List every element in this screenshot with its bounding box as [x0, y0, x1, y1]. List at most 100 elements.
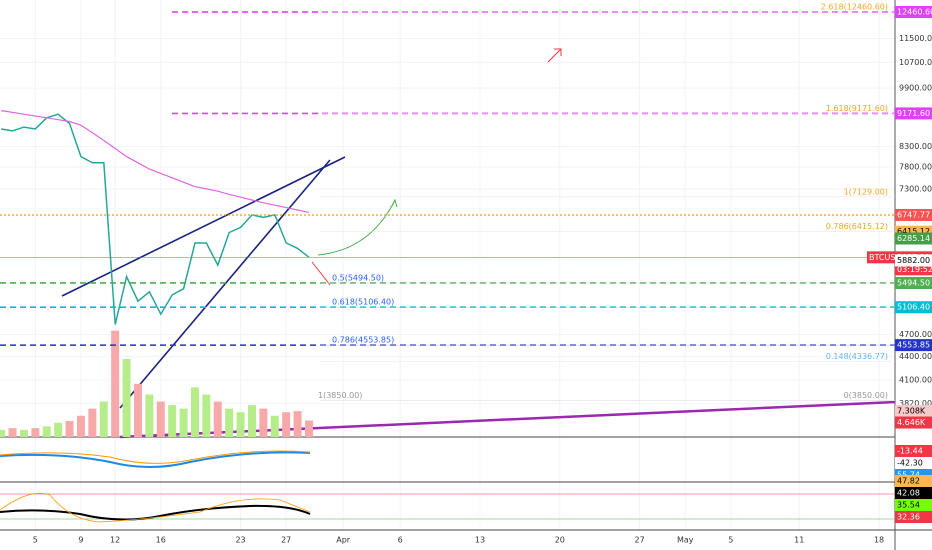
arrow-head: [391, 198, 398, 208]
macd-tag: -42.30: [897, 459, 923, 468]
price-tag-bg: [895, 208, 932, 221]
price-tag-bg: [895, 301, 932, 314]
x-tick-label: May: [677, 536, 694, 545]
series-line: [1, 110, 310, 213]
x-tick-label: 16: [156, 536, 166, 545]
volume-bar: [31, 428, 40, 437]
price-tag-bg: [895, 107, 932, 120]
price-tag: 6415.12: [897, 227, 930, 236]
volume-tag: 7.308K: [897, 407, 926, 416]
x-tick-label: 18: [874, 536, 884, 545]
fib-label: 0.786(6415.12): [826, 222, 888, 231]
volume-bar: [293, 411, 302, 437]
volume-bar: [133, 383, 142, 437]
signal-line: [0, 450, 311, 464]
fib-label: 1(3850.00): [318, 391, 362, 400]
price-tag: 12460.60: [897, 7, 932, 16]
price-tag: 5106.40: [897, 303, 930, 312]
x-tick-label: 6: [398, 536, 403, 545]
fib-label: 0(3850.00): [844, 391, 888, 400]
volume-tag-bg: [895, 416, 932, 429]
volume-bar: [19, 429, 28, 437]
volume-bar: [259, 408, 268, 437]
x-tick-label: 5: [33, 536, 38, 545]
x-tick-label: 27: [281, 536, 291, 545]
x-tick-label: 27: [635, 536, 645, 545]
macd-tag: -13.44: [897, 447, 923, 456]
volume-tag: 4.646K: [897, 418, 926, 427]
price-tag: 6285.14: [897, 234, 930, 243]
volume-bar: [122, 359, 131, 437]
volume-bar: [168, 405, 177, 437]
price-tag: 5494.50: [897, 278, 930, 287]
fib-label: 0.786(4553.85): [332, 336, 394, 345]
y-tick-label: 11500.00: [899, 34, 932, 43]
y-tick-label: 9900.00: [899, 84, 932, 93]
x-tick-label: 23: [235, 536, 245, 545]
macd-tag-bg: [895, 457, 932, 469]
trend-line: [119, 159, 331, 409]
arrow-icon: [547, 48, 562, 63]
volume-bar: [54, 422, 63, 437]
volume-bar: [304, 420, 313, 437]
trend-line: [61, 156, 346, 297]
rsi-tag-bg: [895, 475, 932, 487]
volume-bar: [42, 426, 51, 437]
fib-label: 0.148(4336.77): [826, 352, 888, 361]
rsi-tag-bg: [895, 487, 932, 499]
price-tag: 4553.85: [897, 341, 930, 350]
volume-bar: [247, 405, 256, 437]
rsi-line: [0, 504, 311, 521]
x-tick-label: 12: [110, 536, 120, 545]
rsi-tag: 42.08: [897, 489, 920, 498]
macd-line: [0, 451, 311, 468]
fib-label: 1(7129.00): [844, 187, 888, 196]
price-tag-bg: [895, 254, 932, 267]
volume-bar: [213, 401, 222, 437]
x-tick-label: 13: [475, 536, 485, 545]
volume-bar: [190, 387, 199, 437]
volume-bar: [202, 394, 211, 437]
symbol-tag-bg: [867, 251, 895, 264]
volume-bar: [76, 415, 85, 437]
forecast-arrow: [317, 199, 396, 256]
stoch-line: [0, 492, 311, 523]
volume-bar: [65, 421, 74, 437]
price-tag-bg: [895, 232, 932, 245]
y-tick-label: 7300.00: [899, 184, 932, 193]
volume-bar: [111, 330, 120, 437]
x-tick-label: Apr: [336, 536, 351, 545]
y-tick-label: 4400.00: [899, 352, 932, 361]
series-line: [0, 113, 310, 325]
y-tick-label: 7800.00: [899, 163, 932, 172]
fib-label: 1.618(9171.60): [826, 104, 888, 113]
volume-bar: [88, 408, 97, 437]
x-tick-label: 9: [78, 536, 83, 545]
volume-bar: [282, 412, 291, 437]
volume-bar: [179, 408, 188, 437]
x-tick-label: 5: [728, 536, 733, 545]
volume-tag-bg: [895, 405, 932, 418]
volume-bar: [8, 428, 17, 437]
volume-bar: [156, 401, 165, 437]
price-tag: 9171.60: [897, 109, 930, 118]
volume-bar: [99, 401, 108, 437]
volume-bar: [145, 394, 154, 437]
countdown-tag: 03:19:52: [897, 265, 932, 274]
fib-label: 2.618(12460.60): [821, 2, 888, 11]
y-tick-label: 3820.00: [899, 399, 932, 408]
macd-tag-bg: [895, 445, 932, 457]
rsi-tag: 35.54: [897, 501, 920, 510]
y-tick-label: 8300.00: [899, 142, 932, 151]
price-tag: 5882.00: [897, 256, 930, 265]
grid: [0, 0, 895, 530]
volume-bar: [0, 429, 6, 437]
price-tag: 6747.77: [897, 210, 930, 219]
price-tag-bg: [895, 276, 932, 289]
forecast-arrow: [311, 261, 331, 286]
fib-label: 0.618(5106.40): [332, 298, 394, 307]
price-tag-bg: [895, 5, 932, 18]
volume-bar: [236, 412, 245, 437]
